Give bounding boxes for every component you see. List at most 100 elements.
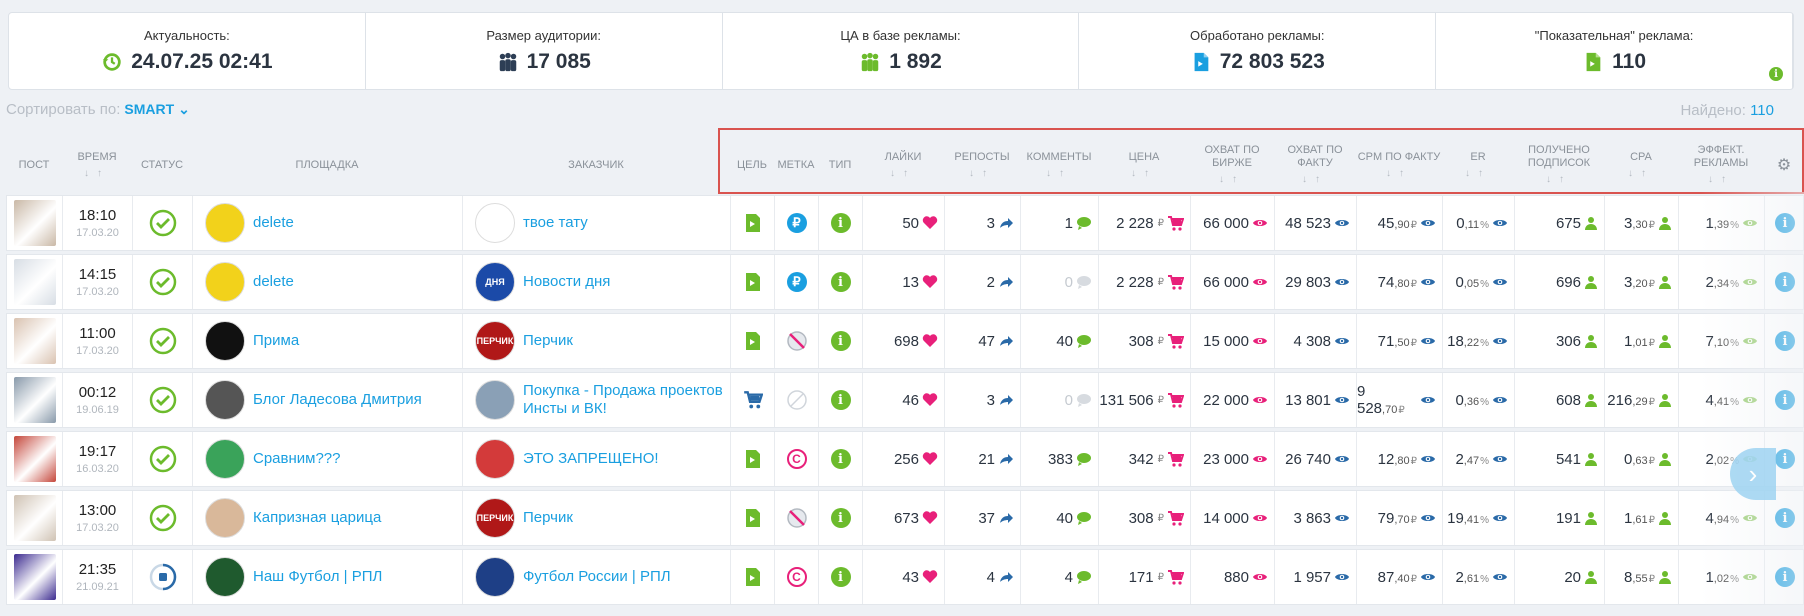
col-reach-exchange[interactable]: ОХВАТ ПО БИРЖЕ ↓↑ — [1204, 144, 1260, 185]
col-price[interactable]: ЦЕНА ↓↑ — [1128, 150, 1160, 179]
row-info-icon[interactable]: i — [1775, 567, 1795, 587]
sort-arrows-icon[interactable]: ↓↑ — [1302, 174, 1328, 185]
price-value: 2 228 — [1116, 214, 1154, 232]
row-info-icon[interactable]: i — [1775, 390, 1795, 410]
post-thumbnail[interactable] — [13, 318, 56, 364]
row-info-icon[interactable]: i — [1775, 213, 1795, 233]
col-eff[interactable]: ЭФФЕКТ. РЕКЛАМЫ ↓↑ — [1693, 144, 1749, 185]
post-thumbnail[interactable] — [13, 377, 56, 423]
reach-exchange-value: 15 000 — [1203, 332, 1249, 350]
post-thumbnail[interactable] — [13, 200, 56, 246]
type-info-icon[interactable]: i — [830, 449, 851, 469]
type-info-icon[interactable]: i — [830, 272, 851, 292]
customer-avatar[interactable]: ПЕРЧИК — [475, 321, 515, 361]
table-row[interactable]: 14:15 17.03.20 delete ДНЯ Новости дня ₽ i 13 2 0 2… — [6, 254, 1804, 310]
col-reposts[interactable]: РЕПОСТЫ ↓↑ — [954, 150, 1010, 179]
platform-avatar[interactable] — [205, 380, 245, 420]
platform-avatar[interactable] — [205, 557, 245, 597]
platform-link[interactable]: Блог Ладесова Дмитрия — [253, 391, 422, 408]
table-row[interactable]: 21:35 21.09.21 Наш Футбол | РПЛ Футбол Росс… — [6, 549, 1804, 605]
customer-link[interactable]: Покупка - Продажа проектов Инсты и ВК! — [523, 382, 723, 417]
type-info-icon[interactable]: i — [830, 508, 851, 528]
customer-avatar[interactable]: ДНЯ — [475, 262, 515, 302]
sort-dropdown[interactable]: SMART ⌄ — [124, 101, 190, 117]
col-cpm[interactable]: CPM ПО ФАКТУ ↓↑ — [1357, 150, 1441, 179]
sort-arrows-icon[interactable]: ↓↑ — [1131, 167, 1157, 179]
customer-avatar[interactable] — [475, 380, 515, 420]
post-thumbnail[interactable] — [13, 554, 56, 600]
sort-control: Сортировать по: SMART ⌄ — [6, 101, 190, 118]
customer-link[interactable]: твое тату — [523, 214, 588, 231]
platform-avatar[interactable] — [205, 262, 245, 302]
sort-arrows-icon[interactable]: ↓↑ — [84, 167, 110, 179]
sort-arrows-icon[interactable]: ↓↑ — [1219, 174, 1245, 185]
type-info-icon[interactable]: i — [830, 331, 851, 351]
platform-link[interactable]: delete — [253, 214, 294, 231]
table-row[interactable]: 11:00 17.03.20 Прима ПЕРЧИК Перчик i 698 47 40 30… — [6, 313, 1804, 369]
sort-arrows-icon[interactable]: ↓↑ — [1386, 167, 1412, 179]
platform-link[interactable]: Сравним??? — [253, 450, 341, 467]
col-comments[interactable]: КОММЕНТЫ ↓↑ — [1026, 150, 1092, 179]
col-time[interactable]: ВРЕМЯ ↓↑ — [77, 150, 117, 179]
customer-link[interactable]: ЭТО ЗАПРЕЩЕНО! — [523, 450, 659, 467]
customer-link[interactable]: Перчик — [523, 332, 573, 349]
platform-link[interactable]: Капризная царица — [253, 509, 382, 526]
stat-value: 72 803 523 — [1219, 50, 1325, 73]
customer-link[interactable]: Новости дня — [523, 273, 611, 290]
platform-link[interactable]: Прима — [253, 332, 300, 349]
comments-value: 0 — [1064, 273, 1073, 291]
sort-arrows-icon[interactable]: ↓↑ — [1708, 174, 1734, 185]
sort-arrows-icon[interactable]: ↓↑ — [1546, 174, 1572, 185]
col-er[interactable]: ER ↓↑ — [1465, 150, 1491, 179]
customer-avatar[interactable] — [475, 439, 515, 479]
row-info-icon[interactable]: i — [1775, 508, 1795, 528]
platform-link[interactable]: Наш Футбол | РПЛ — [253, 568, 383, 585]
platform-avatar[interactable] — [205, 321, 245, 361]
row-info-icon[interactable]: i — [1775, 272, 1795, 292]
sort-arrows-icon[interactable]: ↓↑ — [890, 167, 916, 179]
table-row[interactable]: 18:10 17.03.20 delete твое тату ₽ i 50 3 1 2 228 ₽… — [6, 195, 1804, 251]
reach-fact-value: 3 863 — [1293, 509, 1331, 527]
price-value: 131 506 — [1099, 391, 1154, 409]
platform-link[interactable]: delete — [253, 273, 294, 290]
col-cpa[interactable]: CPA ↓↑ — [1628, 150, 1654, 179]
reach-fact-value: 4 308 — [1293, 332, 1331, 350]
info-icon[interactable]: i — [1769, 67, 1783, 81]
heart-icon — [922, 216, 938, 229]
platform-avatar[interactable] — [205, 439, 245, 479]
post-thumbnail[interactable] — [13, 436, 56, 482]
platform-avatar[interactable] — [205, 203, 245, 243]
scroll-right-button[interactable]: › — [1730, 448, 1776, 500]
table-row[interactable]: 00:12 19.06.19 Блог Ладесова Дмитрия Покупк… — [6, 372, 1804, 428]
er-value: 0,11% — [1456, 214, 1489, 232]
col-likes[interactable]: ЛАЙКИ ↓↑ — [884, 150, 922, 179]
eye-icon — [1493, 397, 1507, 403]
post-thumbnail[interactable] — [13, 259, 56, 305]
type-info-icon[interactable]: i — [830, 567, 851, 587]
eye-icon — [1335, 574, 1349, 580]
platform-avatar[interactable] — [205, 498, 245, 538]
post-date: 17.03.20 — [76, 522, 119, 534]
customer-avatar[interactable] — [475, 203, 515, 243]
post-time: 14:15 — [78, 266, 117, 283]
sort-arrows-icon[interactable]: ↓↑ — [969, 167, 995, 179]
sort-arrows-icon[interactable]: ↓↑ — [1628, 167, 1654, 179]
col-subs[interactable]: ПОЛУЧЕНО ПОДПИСОК ↓↑ — [1527, 144, 1591, 185]
customer-link[interactable]: Футбол России | РПЛ — [523, 568, 671, 585]
row-info-icon[interactable]: i — [1775, 449, 1795, 469]
col-reach-fact[interactable]: ОХВАТ ПО ФАКТУ ↓↑ — [1287, 144, 1343, 185]
table-row[interactable]: 13:00 17.03.20 Капризная царица ПЕРЧИК Перчи… — [6, 490, 1804, 546]
eye-icon — [1743, 220, 1757, 226]
customer-link[interactable]: Перчик — [523, 509, 573, 526]
sort-arrows-icon[interactable]: ↓↑ — [1046, 167, 1072, 179]
type-info-icon[interactable]: i — [830, 213, 851, 233]
stat-audience: Размер аудитории: 17 085 — [366, 13, 723, 89]
row-info-icon[interactable]: i — [1775, 331, 1795, 351]
customer-avatar[interactable] — [475, 557, 515, 597]
post-thumbnail[interactable] — [13, 495, 56, 541]
type-info-icon[interactable]: i — [830, 390, 851, 410]
settings-gear-icon[interactable]: ⚙ — [1776, 156, 1792, 174]
customer-avatar[interactable]: ПЕРЧИК — [475, 498, 515, 538]
sort-arrows-icon[interactable]: ↓↑ — [1465, 167, 1491, 179]
